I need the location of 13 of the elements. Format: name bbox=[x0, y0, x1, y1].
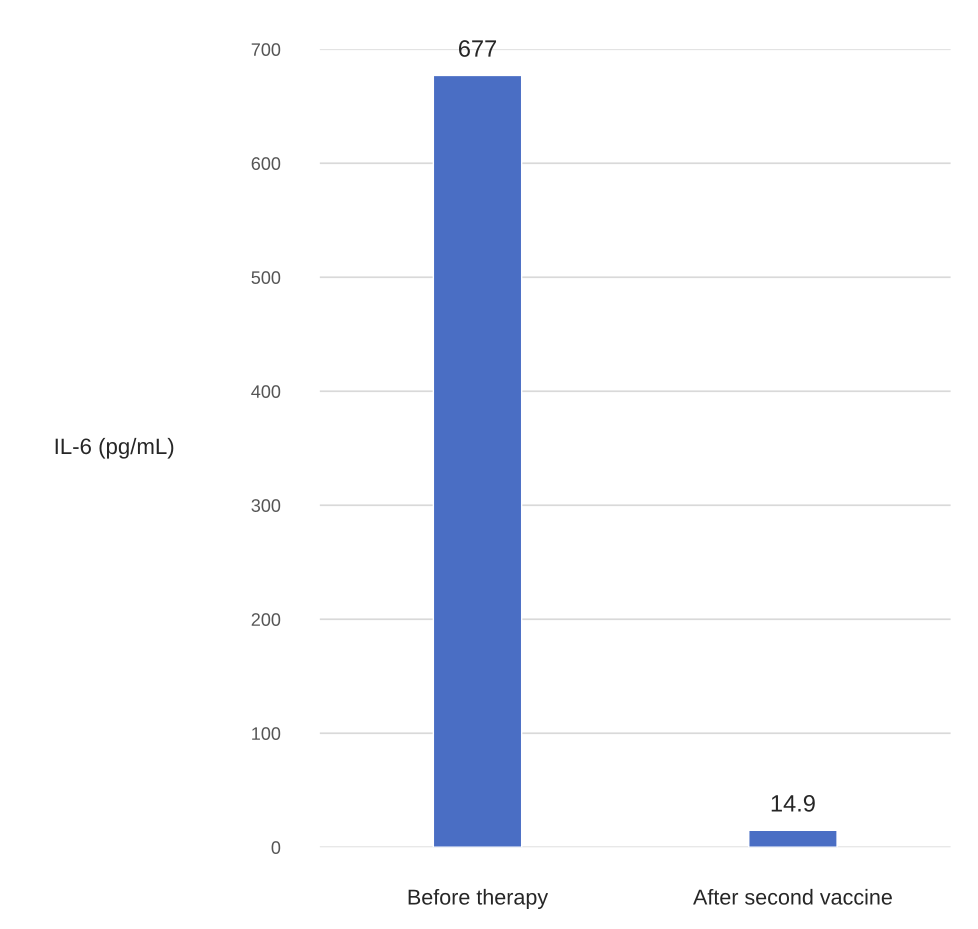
y-tick-label: 700 bbox=[252, 43, 280, 56]
y-axis-title: IL-6 (pg/mL) bbox=[56, 438, 174, 459]
data-label: 14.9 bbox=[772, 794, 815, 812]
x-tick-label: Before therapy bbox=[408, 888, 548, 909]
x-tick-label: After second vaccine bbox=[693, 888, 892, 905]
y-tick-label: 100 bbox=[252, 727, 280, 740]
y-tick-label: 0 bbox=[272, 841, 280, 854]
y-tick-label: 500 bbox=[252, 271, 280, 284]
y-tick-label: 300 bbox=[251, 499, 280, 512]
y-tick-label: 400 bbox=[251, 385, 280, 398]
y-tick-label: 600 bbox=[252, 157, 280, 170]
y-tick-label: 200 bbox=[252, 613, 280, 626]
data-label: 677 bbox=[459, 40, 496, 57]
